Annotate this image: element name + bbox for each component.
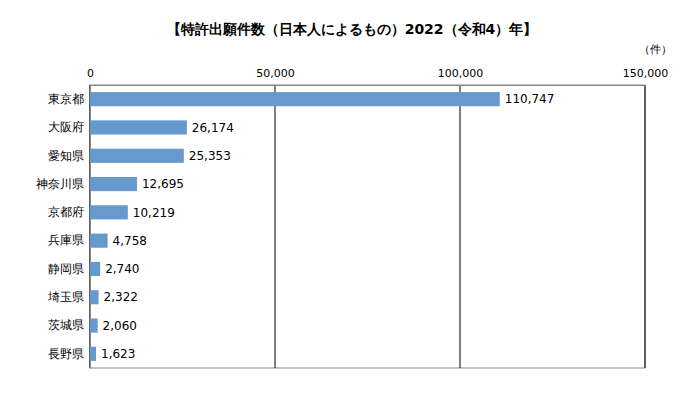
bar [90,92,500,106]
tick-label: 埼玉県 [47,290,84,304]
bar [90,262,100,276]
data-label: 12,695 [142,177,184,191]
tick-label: 50,000 [256,67,295,80]
tick: 0 [87,67,94,85]
bars [90,92,500,361]
tick-label: 兵庫県 [48,233,84,247]
data-label: 110,747 [505,92,555,106]
data-label: 4,758 [113,234,147,248]
data-label: 26,174 [192,121,234,135]
grid-line [645,85,646,368]
x-axis: 0 50,000 100,000 150,000 [87,67,668,86]
tick: 愛知県 [48,149,90,163]
tick-label: 愛知県 [48,149,84,163]
data-label: 2,060 [103,319,137,333]
bar [90,234,108,248]
plot: 0 50,000 100,000 150,000 東京都大阪府愛知県神奈川県京都府兵庫県… [36,67,668,369]
axis-line [91,85,646,86]
data-label: 1,623 [101,347,135,361]
bar [90,205,128,219]
grid [90,85,645,368]
tick-label: 長野県 [48,347,84,361]
tick-label: 静岡県 [48,262,84,276]
tick-label: 大阪府 [48,120,84,134]
bar [90,347,96,361]
tick: 静岡県 [48,262,90,276]
tick-label: 東京都 [48,92,84,106]
tick: 茨城県 [48,318,90,332]
tick: 100,000 [438,67,484,85]
data-label: 10,219 [133,206,175,220]
tick-label: 京都府 [48,205,84,219]
tick-label: 茨城県 [48,318,84,332]
tick: 兵庫県 [48,233,90,247]
tick: 京都府 [48,205,90,219]
tick: 150,000 [623,67,669,85]
data-labels: 110,747 26,174 25,353 12,695 10,219 4,758 2,74… [101,92,554,361]
tick-label: 150,000 [623,67,669,80]
data-label: 2,322 [104,290,138,304]
y-axis: 東京都大阪府愛知県神奈川県京都府兵庫県静岡県埼玉県茨城県長野県 [36,86,91,369]
tick: 埼玉県 [47,290,90,304]
tick: 大阪府 [48,120,90,134]
tick: 長野県 [48,347,90,361]
tick: 50,000 [256,67,295,85]
data-label: 2,740 [105,262,139,276]
chart: 【特許出願件数（日本人によるもの）2022（令和4）年】 （件） 0 50,000 10… [0,0,694,396]
bar [90,149,184,163]
bar [90,120,187,134]
grid-line [275,85,276,368]
tick: 神奈川県 [36,177,90,191]
data-label: 25,353 [189,149,231,163]
tick: 東京都 [48,92,90,106]
axis-label: （件） [639,43,672,56]
tick-label: 100,000 [438,67,484,80]
bar [90,177,137,191]
tick-label: 神奈川県 [36,177,84,191]
bar [90,318,98,332]
bar [90,290,99,304]
grid-line [460,85,461,368]
title: 【特許出願件数（日本人によるもの）2022（令和4）年】 [167,21,538,37]
plot-frame [90,85,645,368]
tick-label: 0 [87,67,94,80]
